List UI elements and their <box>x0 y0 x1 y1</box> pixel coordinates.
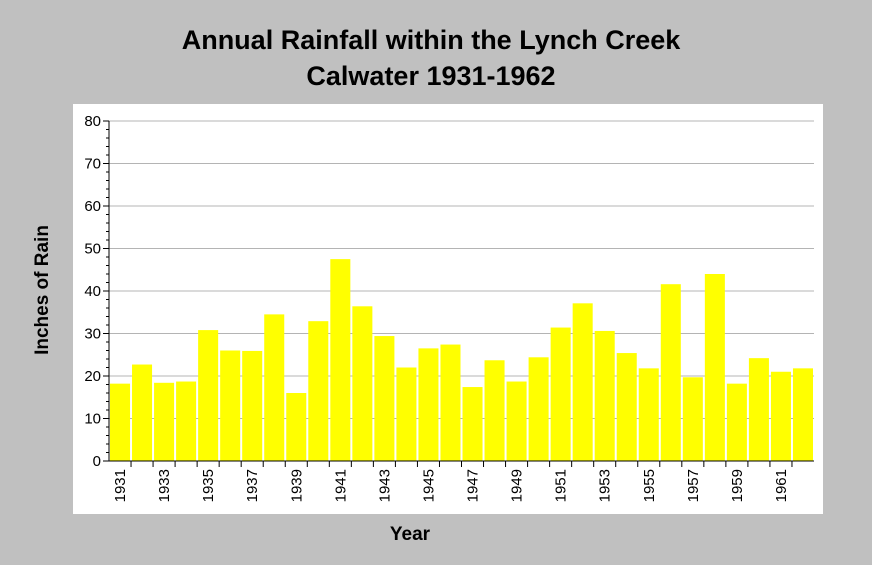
y-axis-label: Inches of Rain <box>32 225 53 355</box>
bar <box>110 383 131 461</box>
bar <box>748 358 769 461</box>
bar <box>154 382 175 461</box>
bar <box>682 377 703 461</box>
bar-chart: 0 10 20 30 40 50 60 70 80 1931 1933 1935 1937 1939 194… <box>84 113 814 502</box>
bar <box>374 336 395 461</box>
bar <box>660 284 681 461</box>
y-tick-label: 60 <box>84 198 101 215</box>
bar <box>528 357 549 461</box>
x-tick-label: 1937 <box>244 469 261 502</box>
y-tick-label: 0 <box>93 453 101 470</box>
bar <box>132 364 153 461</box>
x-tick-label: 1939 <box>288 469 305 502</box>
x-tick-label: 1943 <box>376 469 393 502</box>
bar <box>704 274 725 461</box>
chart-panel: 0 10 20 30 40 50 60 70 80 1931 1933 1935 1937 1939 194… <box>73 104 823 514</box>
x-tick-label: 1947 <box>465 469 482 502</box>
y-tick-label: 40 <box>84 283 101 300</box>
bar <box>264 314 285 461</box>
y-tick-label: 80 <box>84 113 101 130</box>
x-tick-label: 1933 <box>156 469 173 502</box>
x-tick-label: 1945 <box>420 469 437 502</box>
chart-title-line-1: Annual Rainfall within the Lynch Creek <box>181 25 681 55</box>
bar <box>396 367 417 461</box>
y-tick-label: 30 <box>84 326 101 343</box>
x-tick-label: 1935 <box>200 469 217 502</box>
bar <box>352 306 373 461</box>
bar <box>462 387 483 461</box>
y-tick-label: 50 <box>84 241 101 258</box>
x-tick-label: 1959 <box>729 469 746 502</box>
bar <box>484 360 505 461</box>
y-tick-label: 20 <box>84 368 101 385</box>
bar <box>550 327 571 461</box>
bar <box>770 371 791 461</box>
x-tick-label: 1953 <box>597 469 614 502</box>
bar <box>286 393 307 461</box>
bar <box>198 330 219 461</box>
bar <box>594 330 615 461</box>
bar <box>792 368 813 461</box>
bar <box>242 350 263 461</box>
x-axis-label: Year <box>389 524 431 545</box>
bar <box>418 348 439 461</box>
bar <box>440 344 461 461</box>
bar <box>726 383 747 461</box>
x-tick-label: 1957 <box>685 469 702 502</box>
x-tick-label: 1955 <box>641 469 658 502</box>
bar <box>638 368 659 461</box>
bar <box>176 381 197 461</box>
bar <box>220 350 241 461</box>
bar <box>308 321 329 461</box>
x-tick-label: 1951 <box>553 469 570 502</box>
bar <box>330 259 351 461</box>
x-tick-label: 1931 <box>112 469 129 502</box>
y-tick-label: 10 <box>84 411 101 428</box>
x-tick-label: 1961 <box>773 469 790 502</box>
y-tick-label: 70 <box>84 156 101 173</box>
bar <box>572 303 593 461</box>
bar <box>616 353 637 461</box>
x-tick-label: 1941 <box>332 469 349 502</box>
chart-title-line-2: Calwater 1931-1962 <box>306 61 556 91</box>
x-tick-label: 1949 <box>509 469 526 502</box>
bar <box>506 381 527 461</box>
